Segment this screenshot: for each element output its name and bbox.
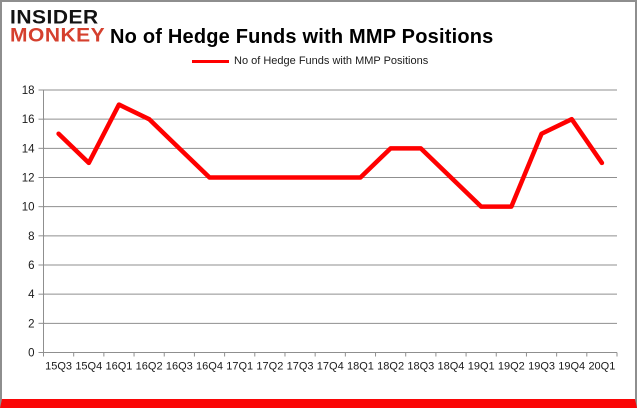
y-tick-label: 6 bbox=[28, 260, 34, 272]
x-tick-label: 15Q4 bbox=[75, 361, 102, 373]
x-tick-label: 18Q3 bbox=[407, 361, 434, 373]
logo-line2: MONKEY bbox=[10, 25, 106, 47]
y-tick-label: 14 bbox=[22, 143, 35, 155]
x-tick-label: 19Q2 bbox=[498, 361, 525, 373]
x-tick-label: 17Q1 bbox=[226, 361, 253, 373]
plot-area: 0 2 4 6 8 10 12 14 16 18 15Q3 15Q4 16Q1 16Q2 16Q3 16Q4 1… bbox=[2, 2, 635, 399]
y-tick-label: 8 bbox=[28, 231, 34, 243]
x-tick-label: 18Q1 bbox=[347, 361, 374, 373]
x-tick-label: 20Q1 bbox=[588, 361, 615, 373]
x-tick-label: 16Q2 bbox=[136, 361, 163, 373]
y-tick-label: 18 bbox=[22, 85, 35, 97]
x-tick-label: 16Q3 bbox=[166, 361, 193, 373]
y-tick-label: 0 bbox=[28, 348, 34, 360]
legend-label: No of Hedge Funds with MMP Positions bbox=[234, 55, 429, 67]
data-line-series bbox=[56, 102, 605, 209]
x-tick-label: 16Q4 bbox=[196, 361, 223, 373]
y-tick-label: 4 bbox=[28, 289, 35, 301]
x-tick-label: 17Q2 bbox=[256, 361, 283, 373]
y-tick-label: 2 bbox=[28, 318, 34, 330]
x-tick-label: 19Q1 bbox=[468, 361, 495, 373]
x-tick-label: 18Q4 bbox=[438, 361, 465, 373]
y-tick-label: 12 bbox=[22, 173, 35, 185]
x-tick-label: 19Q3 bbox=[528, 361, 555, 373]
x-tick-label: 19Q4 bbox=[558, 361, 585, 373]
logo-line1: INSIDER bbox=[10, 7, 99, 29]
x-tick-label: 17Q3 bbox=[287, 361, 314, 373]
x-tick-label: 16Q1 bbox=[105, 361, 132, 373]
x-tick-label: 18Q2 bbox=[377, 361, 404, 373]
y-tick-label: 16 bbox=[22, 114, 35, 126]
x-tick-label: 17Q4 bbox=[317, 361, 344, 373]
legend: No of Hedge Funds with MMP Positions bbox=[192, 55, 428, 67]
chart-title: No of Hedge Funds with MMP Positions bbox=[110, 26, 494, 49]
y-tick-label: 10 bbox=[22, 202, 35, 214]
x-tick-label: 15Q3 bbox=[45, 361, 72, 373]
legend-line-swatch bbox=[192, 59, 229, 63]
insider-monkey-logo: INSIDER MONKEY bbox=[10, 8, 105, 47]
